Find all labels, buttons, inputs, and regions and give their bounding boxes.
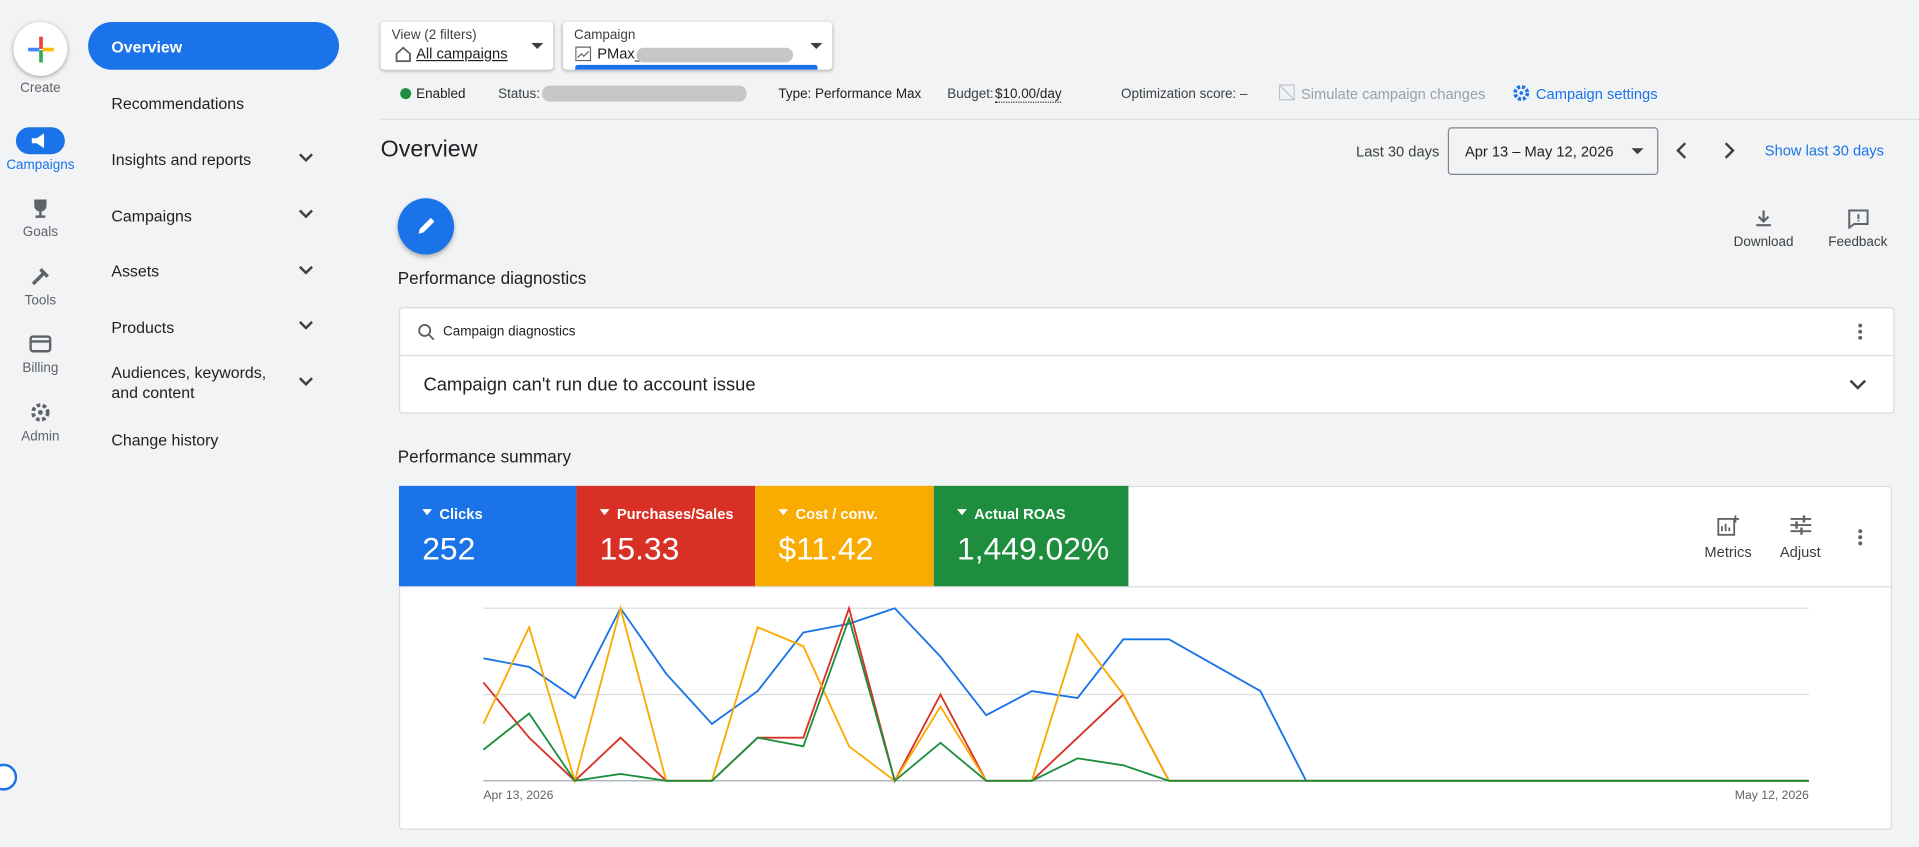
date-picker[interactable]: Apr 13 – May 12, 2026 — [1447, 127, 1659, 176]
menu-item[interactable]: Audiences, keywords, and content — [111, 363, 267, 402]
section-title: Performance diagnostics — [397, 268, 587, 288]
metrics-button[interactable]: Metrics — [1704, 543, 1752, 561]
redacted — [542, 85, 747, 102]
chevron — [298, 321, 313, 330]
download-button[interactable]: Download — [1733, 234, 1794, 250]
create-button[interactable] — [13, 22, 68, 76]
adjust-icon — [1790, 515, 1812, 535]
campaign-label: Campaign — [573, 28, 636, 43]
legend-label: Actual ROAS — [957, 505, 1065, 522]
scorecard[interactable]: Clicks 252 — [398, 485, 577, 587]
campaign-type: Type: Performance Max — [778, 86, 922, 102]
menu-item[interactable]: Products — [111, 318, 175, 337]
optimization-score: Optimization score: – — [1121, 86, 1248, 102]
rail-label[interactable]: Goals — [22, 225, 58, 240]
more-button[interactable] — [1857, 527, 1864, 547]
simulate-link: Simulate campaign changes — [1300, 85, 1486, 103]
rail-label[interactable]: Campaigns — [6, 157, 75, 173]
chevron — [298, 265, 313, 275]
metrics-icon — [1717, 515, 1740, 536]
menu-item[interactable]: Overview — [111, 37, 183, 57]
rail-label[interactable]: Tools — [24, 293, 57, 309]
settings-link[interactable]: Campaign settings — [1535, 85, 1658, 103]
scorecard-value: 1,449.02% — [957, 529, 1110, 567]
active-menu-pill[interactable] — [88, 22, 340, 70]
scorecard[interactable]: Cost / conv. $11.42 — [755, 485, 934, 587]
rail-label[interactable]: Billing — [22, 361, 59, 376]
prev-button[interactable] — [1673, 142, 1690, 159]
section-title: Performance summary — [397, 446, 572, 467]
menu-item[interactable]: Change history — [111, 430, 219, 450]
status-dot — [400, 88, 412, 100]
x-tick-label: Apr 13, 2026 — [483, 788, 553, 802]
campaigns-icon[interactable] — [15, 127, 65, 155]
rail-label[interactable]: Admin — [21, 429, 60, 445]
next-button[interactable] — [1721, 142, 1738, 159]
campaign-value: PMax_ — [597, 45, 643, 63]
legend-label: Cost / conv. — [778, 505, 878, 522]
page-title: Overview — [380, 137, 478, 163]
settings-icon — [1513, 85, 1530, 101]
view-value: All campaigns — [416, 45, 508, 63]
budget-value[interactable]: $10.00/day — [994, 86, 1062, 103]
budget-label: Budget: — [947, 86, 994, 102]
legend-label: Purchases/Sales — [600, 505, 734, 522]
edit-fab[interactable] — [397, 198, 455, 255]
legend-label: Clicks — [422, 505, 482, 522]
goals-icon — [34, 199, 47, 218]
menu-item[interactable]: Recommendations — [111, 94, 245, 113]
date-range: Apr 13 – May 12, 2026 — [1464, 143, 1614, 161]
series-line — [482, 615, 1809, 783]
scorecard-value: 252 — [422, 529, 476, 567]
tools-icon — [31, 268, 49, 286]
feedback-icon — [1848, 209, 1869, 229]
chevron — [298, 209, 313, 219]
x-tick-label: May 12, 2026 — [1735, 788, 1809, 802]
diagnostics-card: Campaign diagnostics Campaign can't run … — [398, 307, 1895, 414]
menu-item[interactable]: Campaigns — [111, 206, 192, 226]
scorecard-value: $11.42 — [778, 529, 874, 567]
scorecard-value: 15.33 — [599, 529, 680, 567]
simulate-icon — [1278, 84, 1295, 101]
view-label: View (2 filters) — [391, 28, 477, 43]
help-circle[interactable] — [0, 763, 18, 791]
adjust-button[interactable]: Adjust — [1779, 543, 1821, 561]
status-label: Status: — [498, 86, 541, 102]
card-title: Campaign diagnostics — [443, 324, 576, 340]
redacted — [636, 47, 794, 63]
scorecard[interactable]: Purchases/Sales 15.33 — [576, 485, 756, 587]
rail-label[interactable]: Create — [20, 80, 61, 96]
chevron — [298, 153, 313, 163]
divider — [380, 118, 1919, 120]
plus-icon — [28, 36, 54, 63]
download-icon — [1756, 210, 1771, 227]
status-enabled: Enabled — [416, 86, 466, 102]
campaign-dropdown[interactable]: Campaign PMax_ — [562, 22, 833, 70]
view-dropdown[interactable]: View (2 filters) All campaigns — [380, 22, 554, 70]
show-last-link[interactable]: Show last 30 days — [1764, 141, 1884, 160]
range-label: Last 30 days — [1356, 143, 1440, 161]
menu-item[interactable]: Assets — [111, 261, 160, 281]
scorecard[interactable]: Actual ROAS 1,449.02% — [933, 485, 1129, 587]
billing-icon — [29, 335, 52, 353]
admin-icon — [31, 403, 50, 422]
feedback-button[interactable]: Feedback — [1828, 234, 1888, 250]
chevron — [298, 377, 313, 387]
diagnostic-message[interactable]: Campaign can't run due to account issue — [423, 374, 756, 396]
menu-item[interactable]: Insights and reports — [111, 150, 252, 169]
selected-bar — [575, 64, 818, 70]
